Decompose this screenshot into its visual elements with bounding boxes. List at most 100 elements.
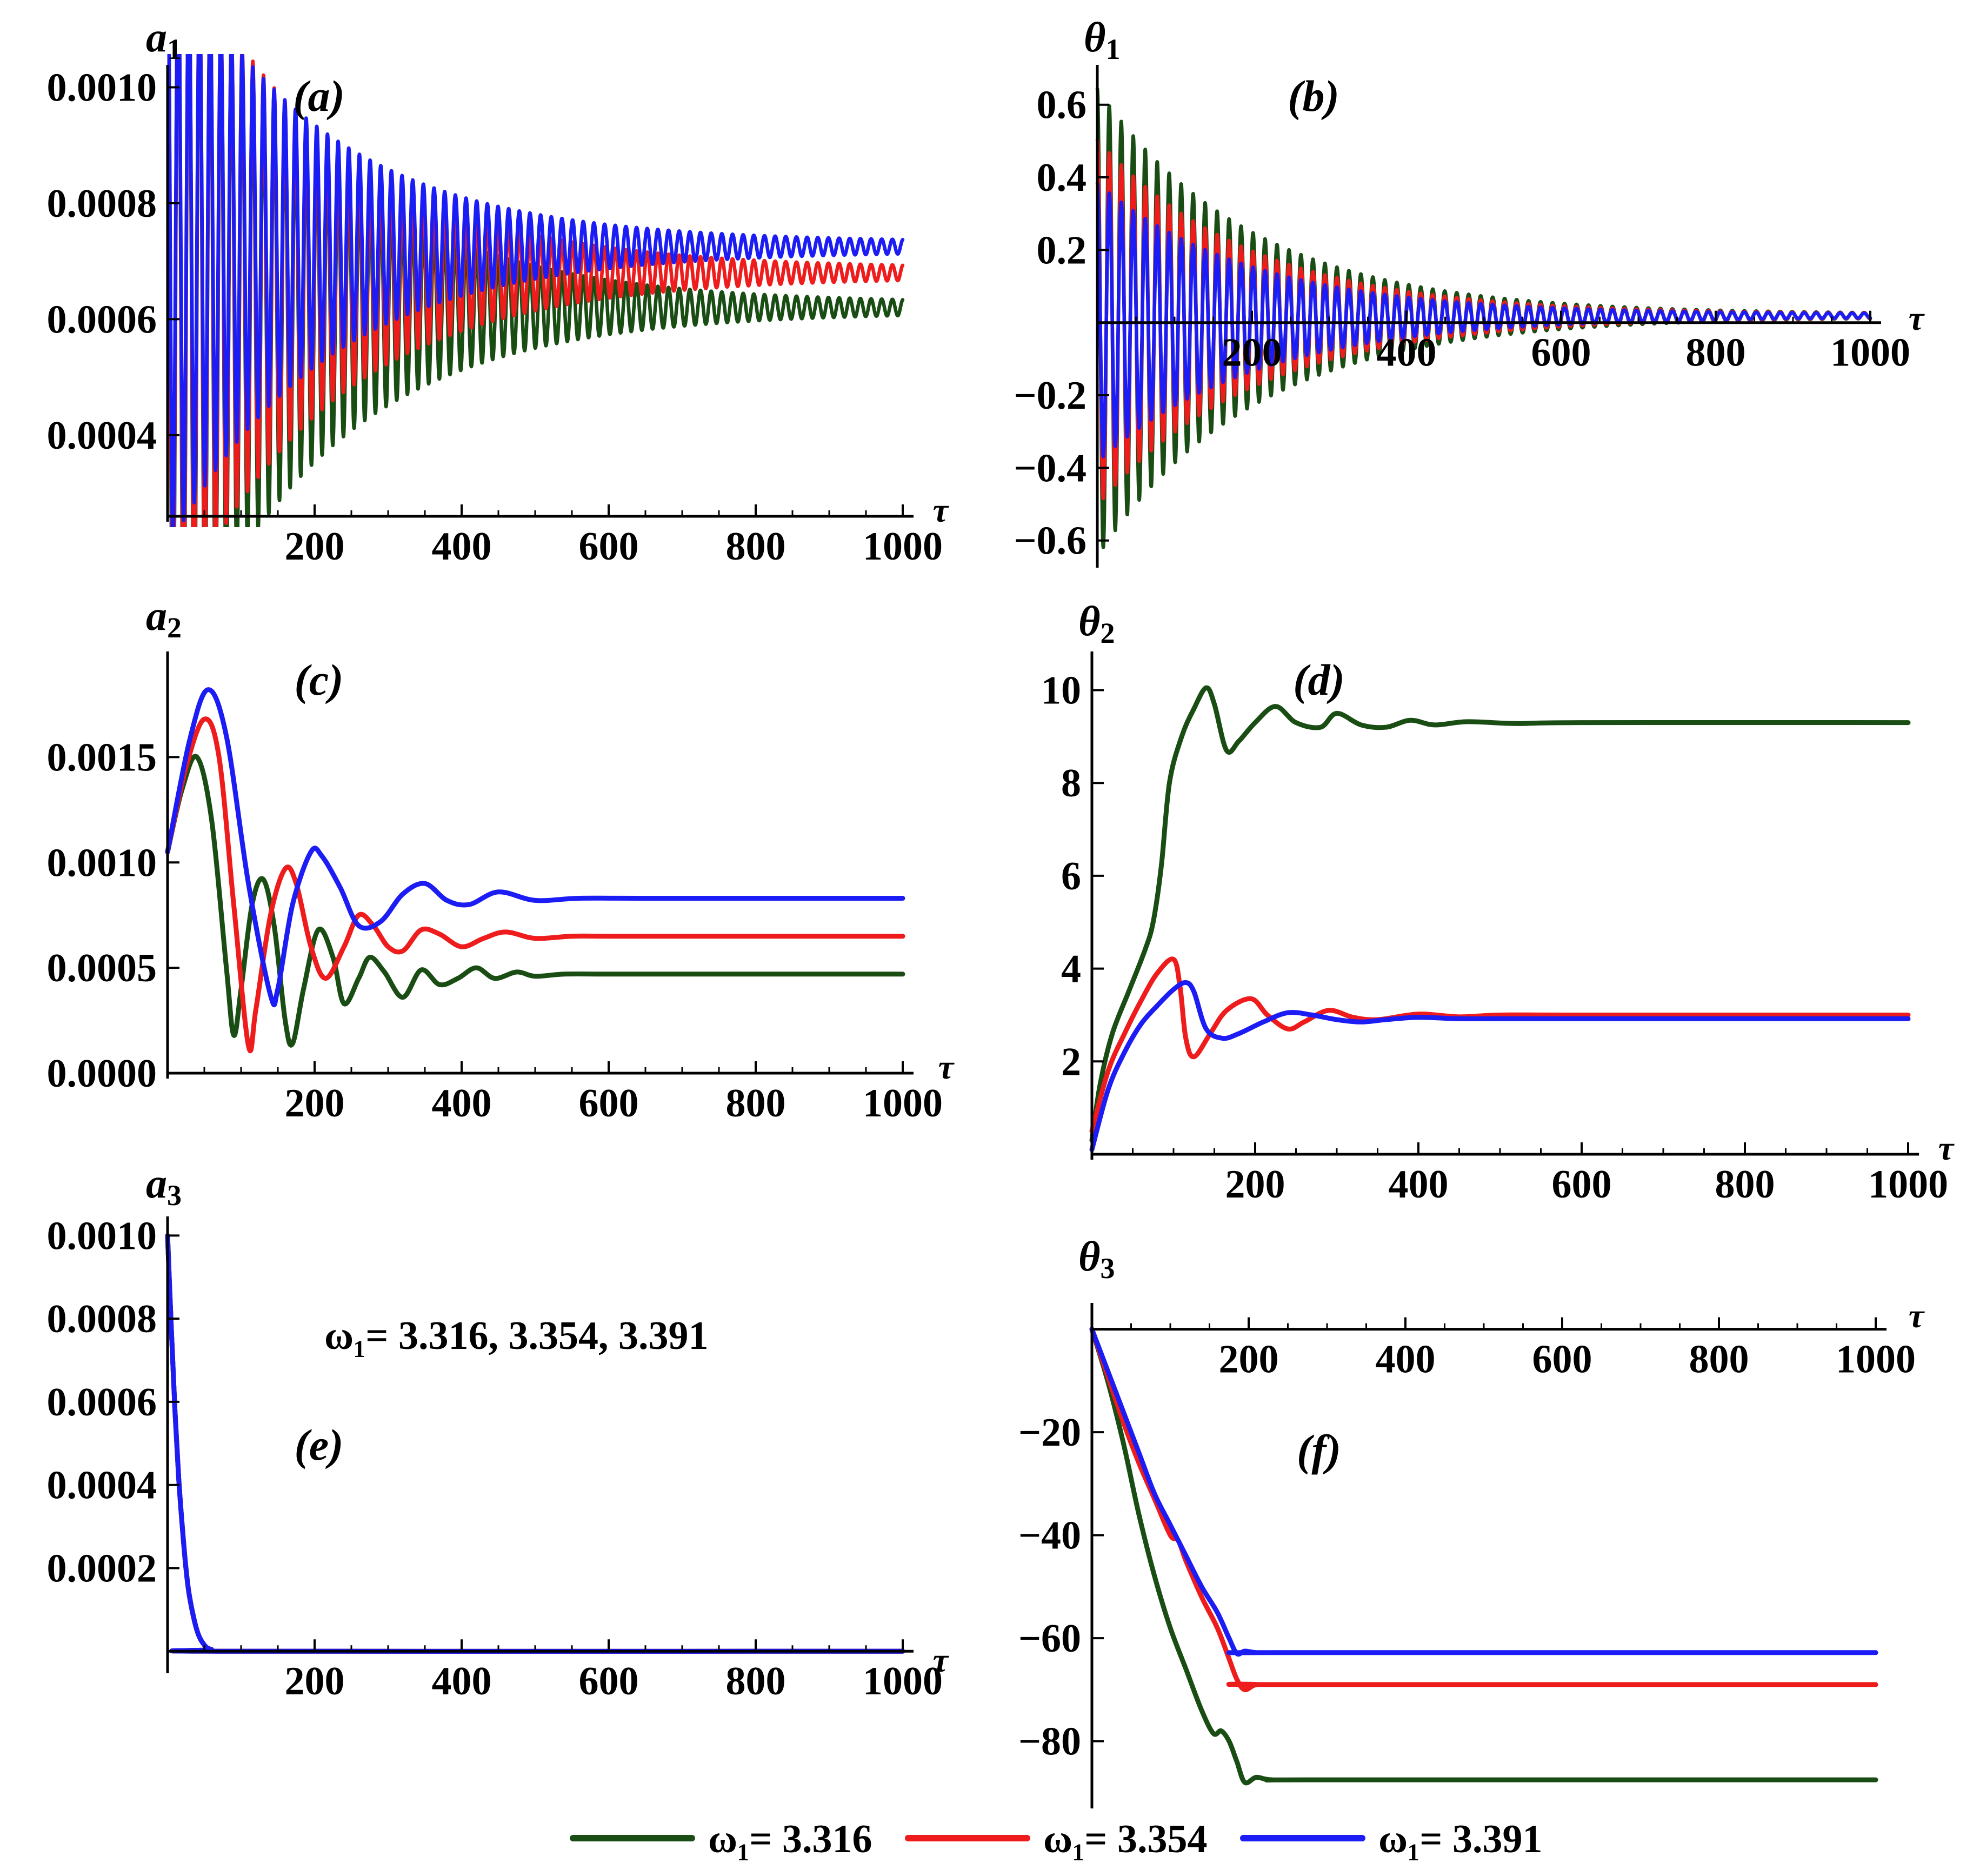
series-line-f-1 (1089, 1327, 1878, 1786)
x-tick-label-f-600: 600 (1532, 1338, 1592, 1382)
x-tick-label-f-400: 400 (1376, 1338, 1436, 1382)
x-tick-label-b-200: 200 (1222, 331, 1282, 375)
y-tick-label-a-0: 0.0004 (47, 414, 157, 458)
series-line-e-3 (165, 1233, 905, 1654)
y-tick-label-d-0: 2 (1061, 1040, 1081, 1084)
x-tick-label-e-800: 800 (726, 1659, 786, 1704)
y-tick-label-a-2: 0.0008 (47, 182, 157, 226)
y-tick-label-e-0: 0.0002 (47, 1546, 157, 1591)
y-tick-label-f-1: −60 (1018, 1616, 1081, 1661)
panel-f: 200 400 600 800 1000 −80 −60 −40 −20 θ3 τ (f) (1018, 1233, 1925, 1808)
series-line-d-1 (1089, 685, 1911, 1143)
series-line-c-2 (165, 716, 905, 1053)
x-tick-label-e-400: 400 (432, 1659, 492, 1704)
y-tick-label-c-1: 0.0005 (47, 946, 157, 990)
panel-label-f: (f) (1297, 1426, 1341, 1475)
x-tick-label-d-400: 400 (1389, 1162, 1449, 1207)
x-tick-label-a-600: 600 (579, 524, 639, 569)
y-tick-label-f-3: −20 (1018, 1411, 1081, 1455)
x-tick-label-b-800: 800 (1686, 331, 1746, 375)
series-group-d (1089, 685, 1911, 1152)
x-tick-label-d-1000: 1000 (1868, 1162, 1948, 1207)
y-tick-label-d-3: 8 (1061, 761, 1081, 806)
y-axis-label-e: a3 (146, 1160, 182, 1212)
series-line-c-3 (165, 687, 905, 1007)
panel-label-d: (d) (1293, 655, 1345, 704)
x-axis-label-f: τ (1909, 1296, 1925, 1335)
x-tick-label-a-1000: 1000 (863, 524, 943, 569)
series-group-a (167, 54, 905, 527)
y-axis-label-c: a2 (146, 592, 182, 644)
y-tick-label-b-5: 0.6 (1037, 83, 1087, 128)
y-tick-label-b-4: 0.4 (1037, 156, 1087, 200)
series-line-f-3 (1089, 1327, 1878, 1657)
x-axis-label-c: τ (938, 1048, 955, 1086)
panel-label-a: (a) (293, 71, 345, 121)
series-line-e-1 (165, 1233, 905, 1654)
y-axis-label-a: a1 (146, 14, 182, 65)
x-tick-label-c-200: 200 (285, 1081, 345, 1126)
legend-label-2: ω₁= 3.354 (1043, 1817, 1207, 1861)
x-tick-label-d-600: 600 (1552, 1162, 1612, 1207)
panel-e: 200 400 600 800 1000 0.0002 0.0004 0.0006 0.0008… (47, 1160, 950, 1704)
legend: ω₁= 3.316 ω₁= 3.354 ω₁= 3.391 (570, 1817, 1542, 1861)
y-tick-label-d-1: 4 (1061, 947, 1081, 992)
x-tick-label-a-200: 200 (285, 524, 345, 569)
y-tick-label-d-4: 10 (1041, 669, 1081, 713)
y-tick-label-e-4: 0.0010 (47, 1214, 157, 1258)
y-tick-label-c-3: 0.0015 (47, 735, 157, 780)
x-tick-label-b-600: 600 (1531, 331, 1591, 375)
series-line-a-1 (167, 54, 905, 527)
x-tick-label-e-1000: 1000 (863, 1659, 943, 1704)
panel-d: 200 400 600 800 1000 2 4 6 8 10 θ2 τ (d) (1041, 597, 1955, 1207)
y-tick-label-c-0: 0.0000 (47, 1052, 157, 1096)
y-tick-label-e-2: 0.0006 (47, 1380, 157, 1425)
series-line-a-2 (167, 54, 905, 527)
x-tick-label-b-1000: 1000 (1830, 331, 1910, 375)
legend-label-3: ω₁= 3.391 (1378, 1817, 1542, 1861)
x-tick-label-f-1000: 1000 (1836, 1338, 1916, 1382)
x-tick-label-e-200: 200 (285, 1659, 345, 1704)
y-tick-label-f-0: −80 (1018, 1720, 1081, 1764)
x-tick-label-f-200: 200 (1219, 1338, 1279, 1382)
x-tick-label-d-800: 800 (1715, 1162, 1775, 1207)
series-line-e-2 (165, 1233, 905, 1654)
y-axis-label-f: θ3 (1078, 1233, 1115, 1285)
x-axis-label-e: τ (933, 1641, 950, 1679)
x-tick-label-d-200: 200 (1225, 1162, 1285, 1207)
x-tick-label-e-600: 600 (579, 1659, 639, 1704)
y-tick-label-c-2: 0.0010 (47, 841, 157, 885)
series-line-a-3 (167, 54, 905, 527)
y-tick-label-f-2: −40 (1018, 1514, 1081, 1558)
y-tick-label-b-1: −0.4 (1014, 446, 1087, 490)
y-tick-label-e-3: 0.0008 (47, 1297, 157, 1341)
series-line-d-3 (1089, 980, 1911, 1152)
y-tick-label-e-1: 0.0004 (47, 1463, 157, 1508)
x-tick-label-c-800: 800 (726, 1081, 786, 1126)
x-tick-label-a-800: 800 (726, 524, 786, 569)
panel-label-e: (e) (294, 1420, 343, 1469)
series-line-f-2 (1089, 1327, 1878, 1693)
annotation-e: ω₁= 3.316, 3.354, 3.391 (324, 1314, 708, 1358)
series-group-c (165, 687, 905, 1053)
y-tick-label-a-1: 0.0006 (47, 297, 157, 342)
x-tick-label-c-400: 400 (432, 1081, 492, 1126)
x-axis-label-a: τ (933, 491, 950, 529)
x-tick-label-f-800: 800 (1689, 1338, 1749, 1382)
x-axis-label-d: τ (1938, 1129, 1955, 1167)
y-axis-label-b: θ1 (1084, 14, 1121, 65)
y-tick-label-d-2: 6 (1061, 854, 1081, 899)
x-tick-label-c-600: 600 (579, 1081, 639, 1126)
y-axis-label-d: θ2 (1078, 597, 1115, 649)
legend-label-1: ω₁= 3.316 (708, 1817, 872, 1861)
series-group-f (1089, 1327, 1878, 1786)
x-tick-label-b-400: 400 (1377, 331, 1437, 375)
panel-b: 200 400 600 800 1000 −0.6 −0.4 −0.2 0.2 0.4 0.6 θ1 τ… (1014, 14, 1925, 568)
x-axis-label-b: τ (1909, 299, 1925, 337)
y-tick-label-b-3: 0.2 (1037, 228, 1087, 272)
panel-label-c: (c) (294, 655, 343, 704)
panel-c: 200 400 600 800 1000 0.0000 0.0005 0.0010 0.0015… (47, 592, 955, 1126)
series-line-c-1 (165, 754, 905, 1048)
series-line-d-2 (1089, 956, 1911, 1134)
